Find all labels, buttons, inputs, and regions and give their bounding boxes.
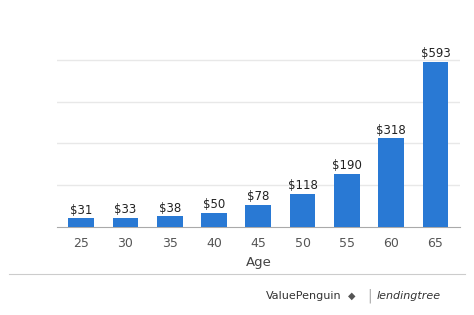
Bar bbox=[157, 216, 182, 227]
Bar bbox=[246, 205, 271, 227]
Text: $118: $118 bbox=[288, 179, 318, 192]
Text: $31: $31 bbox=[70, 203, 92, 216]
Bar bbox=[201, 213, 227, 227]
Bar bbox=[334, 174, 360, 227]
Text: $593: $593 bbox=[420, 47, 450, 60]
Text: ◆: ◆ bbox=[348, 291, 356, 301]
Text: $190: $190 bbox=[332, 159, 362, 172]
Text: $38: $38 bbox=[159, 202, 181, 215]
Text: $318: $318 bbox=[376, 124, 406, 137]
Text: ValuePenguin: ValuePenguin bbox=[265, 291, 341, 301]
Bar bbox=[113, 218, 138, 227]
Bar bbox=[68, 218, 94, 227]
Text: |: | bbox=[367, 289, 372, 303]
Text: $50: $50 bbox=[203, 198, 225, 211]
X-axis label: Age: Age bbox=[246, 256, 271, 269]
Text: lendingtree: lendingtree bbox=[377, 291, 441, 301]
Text: $78: $78 bbox=[247, 191, 270, 203]
Text: $33: $33 bbox=[114, 203, 137, 216]
Bar bbox=[290, 194, 315, 227]
Bar bbox=[423, 62, 448, 227]
Bar bbox=[378, 138, 404, 227]
